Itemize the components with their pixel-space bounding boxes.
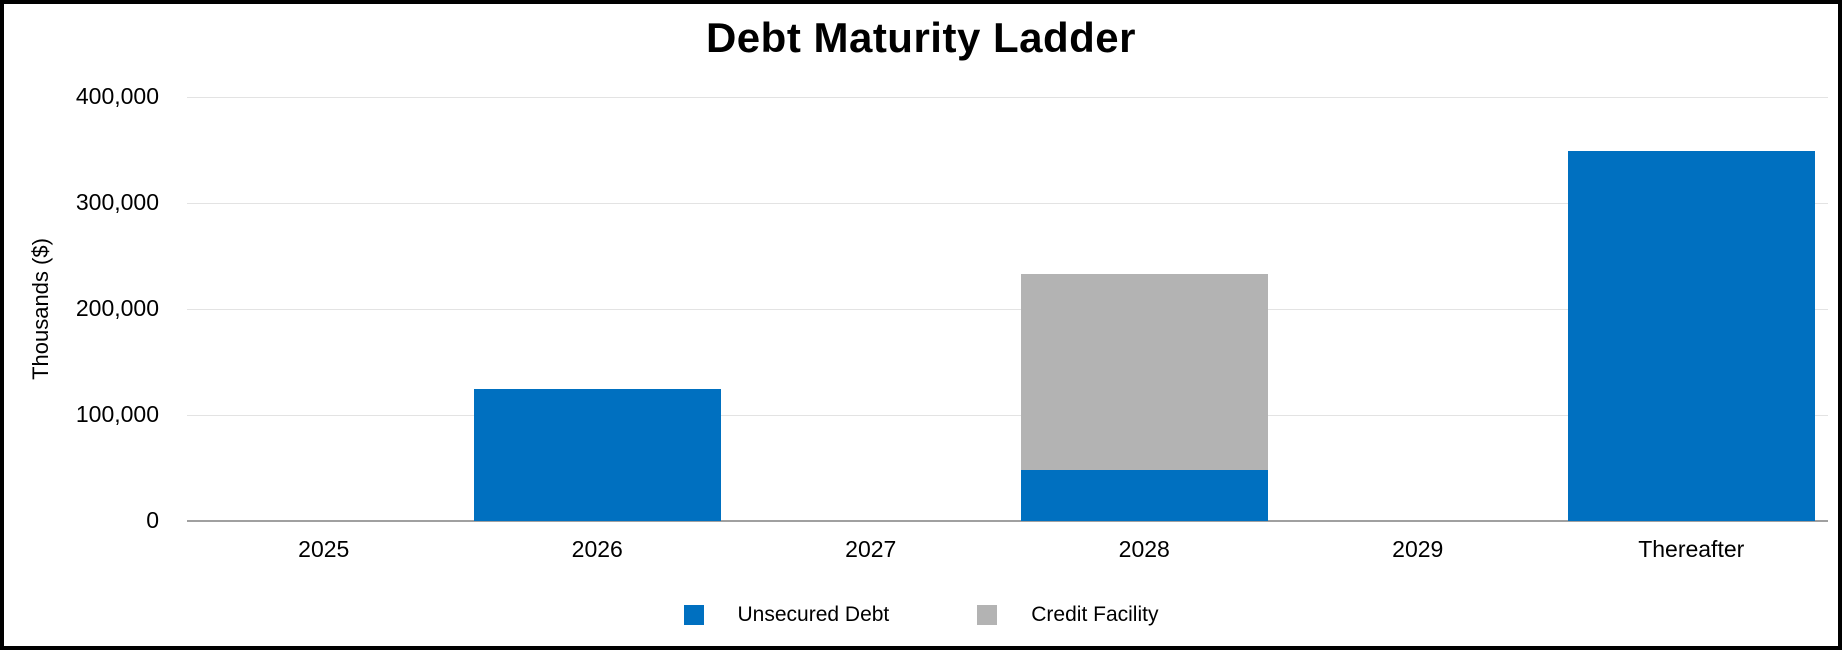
y-tick-label-300000: 300,000: [75, 189, 159, 215]
y-tick-label-400000: 400,000: [75, 83, 159, 109]
x-tick-label-2025: 2025: [298, 536, 350, 562]
gridline-200000: [187, 309, 1828, 310]
x-tick-label-2029: 2029: [1392, 536, 1444, 562]
gridline-100000: [187, 415, 1828, 416]
x-tick-label-2028: 2028: [1118, 536, 1170, 562]
y-tick-label-0: 0: [146, 507, 159, 533]
x-tick-label-thereafter: Thereafter: [1638, 536, 1745, 562]
x-axis-line: [187, 520, 1828, 522]
gridline-300000: [187, 203, 1828, 204]
legend-swatch-credit-facility-icon: [977, 605, 998, 625]
y-tick-label-200000: 200,000: [75, 295, 159, 321]
bar-unsecured-debt-thereafter: [1567, 151, 1815, 521]
legend-item-unsecured-debt: Unsecured Debt: [683, 603, 890, 627]
legend-swatch-unsecured-debt-icon: [683, 605, 704, 625]
bar-credit-facility-2028: [1020, 274, 1268, 471]
bar-unsecured-debt-2028: [1020, 470, 1268, 521]
legend: Unsecured Debt Credit Facility: [4, 602, 1838, 628]
x-tick-label-2026: 2026: [571, 536, 623, 562]
plot-area: [187, 97, 1828, 522]
x-tick-label-2027: 2027: [845, 536, 897, 562]
chart-title: Debt Maturity Ladder: [705, 14, 1137, 61]
bar-unsecured-debt-2026: [473, 388, 721, 521]
y-tick-label-100000: 100,000: [75, 401, 159, 427]
gridline-400000: [187, 97, 1828, 98]
legend-label-credit-facility: Credit Facility: [1031, 603, 1159, 626]
legend-item-credit-facility: Credit Facility: [977, 603, 1158, 627]
legend-label-unsecured-debt: Unsecured Debt: [737, 603, 890, 626]
